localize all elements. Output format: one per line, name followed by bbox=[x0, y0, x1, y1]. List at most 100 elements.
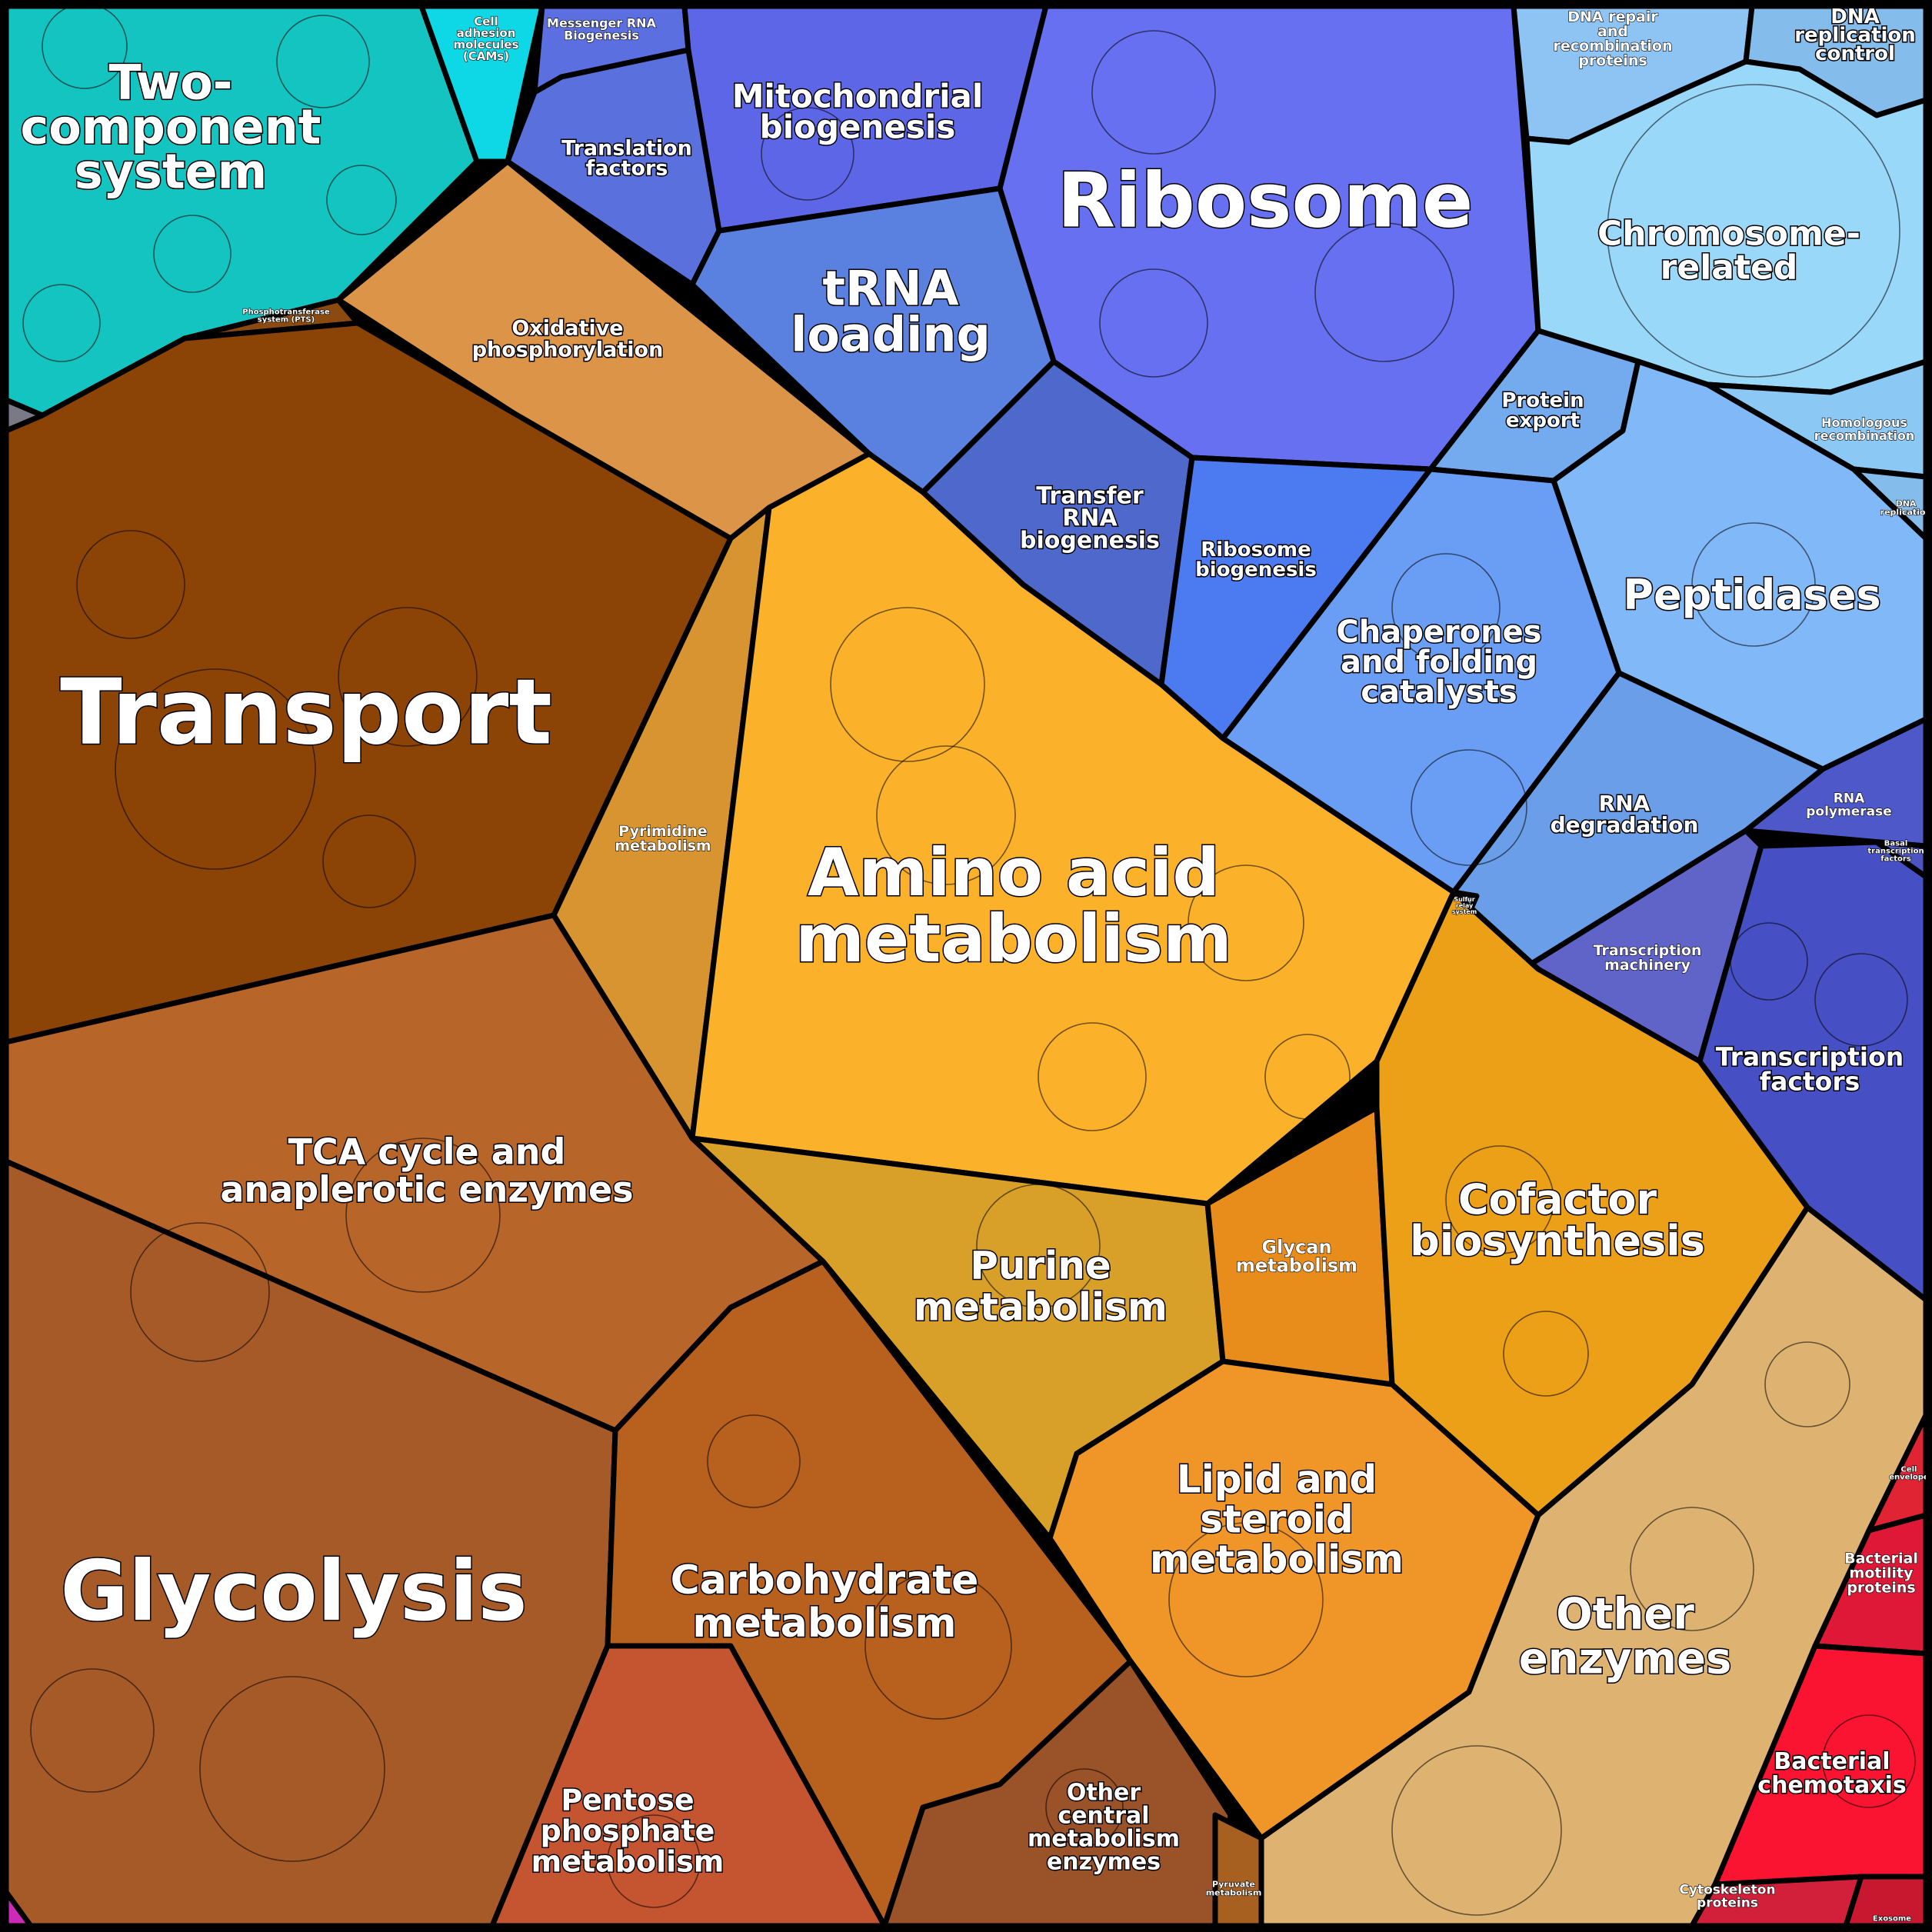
label-line: Pyrimidine bbox=[618, 823, 707, 840]
label-glycan-metabolism: Glycan metabolism bbox=[1236, 1236, 1357, 1276]
label-transfer-rna-biogenesis: Transfer RNA biogenesis bbox=[1020, 483, 1160, 555]
label-line: and bbox=[1597, 23, 1628, 40]
label-pyruvate-metabolism: Pyruvate metabolism bbox=[1206, 1879, 1262, 1897]
label-line: system (PTS) bbox=[258, 316, 315, 325]
label-line: Chaperones bbox=[1336, 615, 1541, 650]
label-tca-cycle: TCA cycle and anaplerotic enzymes bbox=[220, 1131, 633, 1211]
label-other-enzymes: Other enzymes bbox=[1519, 1590, 1732, 1684]
label-line: metabolism bbox=[692, 1601, 956, 1647]
label-line: Chromosome- bbox=[1597, 214, 1860, 253]
label-amino-acid-metabolism: Amino acid metabolism bbox=[795, 834, 1231, 978]
label-line: and folding bbox=[1341, 645, 1537, 680]
label-line: Exosome bbox=[1873, 1915, 1911, 1924]
label-phosphotransferase-system: Phosphotransferase system (PTS) bbox=[242, 308, 330, 325]
label-line: metabolism bbox=[1150, 1537, 1404, 1582]
label-line: Messenger RNA bbox=[547, 16, 657, 31]
label-chaperones: Chaperones and folding catalysts bbox=[1336, 615, 1541, 710]
label-line: recombination bbox=[1553, 38, 1672, 55]
label-line: metabolism bbox=[1028, 1826, 1180, 1853]
label-line: Ribosome bbox=[1201, 538, 1311, 561]
label-line: Sulfur bbox=[1454, 896, 1474, 903]
label-transcription-machinery: Transcription machinery bbox=[1594, 942, 1702, 974]
label-ribosome-biogenesis: Ribosome biogenesis bbox=[1195, 538, 1317, 581]
label-line: relay bbox=[1456, 902, 1474, 909]
label-line: central bbox=[1058, 1803, 1149, 1830]
label-line: Glycolysis bbox=[60, 1544, 527, 1640]
label-line: Transfer bbox=[1036, 483, 1144, 510]
label-line: Pyruvate bbox=[1212, 1879, 1255, 1889]
label-line: biosynthesis bbox=[1410, 1217, 1705, 1265]
label-line: Other bbox=[1067, 1780, 1141, 1807]
label-line: biogenesis bbox=[1020, 528, 1160, 555]
label-line: system bbox=[1452, 908, 1477, 915]
label-line: Ribosome bbox=[1058, 157, 1474, 245]
label-carbohydrate-metabolism: Carbohydrate metabolism bbox=[671, 1557, 979, 1647]
label-bacterial-motility-proteins: Bacterial motility proteins bbox=[1844, 1551, 1918, 1597]
label-line: system bbox=[75, 144, 268, 200]
label-line: adhesion bbox=[457, 26, 516, 40]
label-line: biogenesis bbox=[760, 108, 956, 146]
label-line: TCA cycle and bbox=[288, 1131, 566, 1173]
label-line: Other bbox=[1556, 1590, 1694, 1640]
label-other-central-metabolism: Other central metabolism enzymes bbox=[1028, 1780, 1180, 1876]
label-cofactor-biosynthesis: Cofactor biosynthesis bbox=[1410, 1175, 1705, 1265]
label-line: enzymes bbox=[1519, 1634, 1732, 1684]
label-line: chemotaxis bbox=[1757, 1772, 1906, 1799]
label-sulfur-relay-system: Sulfur relay system bbox=[1452, 896, 1477, 915]
label-two-component-system: Two-component system bbox=[21, 55, 321, 200]
label-line: factors bbox=[1880, 855, 1911, 864]
label-line: transcription bbox=[1867, 848, 1924, 856]
label-cell-envelope: Cell envelope bbox=[1889, 1466, 1929, 1482]
label-line: Cytoskeleton bbox=[1679, 1882, 1775, 1897]
label-oxidative-phosphorylation: Oxidative phosphorylation bbox=[472, 316, 664, 361]
label-line: anaplerotic enzymes bbox=[220, 1169, 633, 1211]
label-line: machinery bbox=[1604, 957, 1691, 974]
label-lipid-steroid-metabolism: Lipid and steroid metabolism bbox=[1150, 1457, 1404, 1582]
label-pyrimidine-metabolism: Pyrimidine metabolism bbox=[615, 823, 711, 854]
label-glycolysis: Glycolysis bbox=[60, 1544, 527, 1640]
label-line: Peptidases bbox=[1623, 571, 1880, 619]
label-line: Transport bbox=[60, 658, 552, 764]
label-homologous-recombination: Homologous recombination bbox=[1814, 415, 1915, 443]
label-line: control bbox=[1815, 42, 1895, 65]
label-chromosome-related: Chromosome-related bbox=[1597, 214, 1860, 287]
label-line: Cell bbox=[1901, 1466, 1917, 1474]
label-trna-loading: tRNA loading bbox=[791, 261, 991, 363]
label-line: Oxidative bbox=[511, 316, 623, 340]
label-line: proteins bbox=[1578, 52, 1647, 69]
label-line: Amino acid bbox=[808, 834, 1220, 911]
label-line: Protein bbox=[1501, 389, 1584, 412]
label-line: Basal bbox=[1884, 840, 1908, 848]
cell-texture bbox=[22, 3, 1916, 1916]
label-line: replication bbox=[1880, 507, 1932, 517]
label-line: replication bbox=[1794, 24, 1916, 47]
label-line: Homologous bbox=[1821, 415, 1907, 430]
label-purine-metabolism: Purine metabolism bbox=[914, 1244, 1168, 1330]
label-line: RNA bbox=[1062, 505, 1118, 532]
label-line: Glycan bbox=[1261, 1236, 1331, 1257]
label-line: metabolism bbox=[531, 1844, 724, 1878]
label-line: factors bbox=[586, 156, 668, 180]
label-line: Mitochondrial bbox=[732, 78, 984, 115]
label-line: RNA bbox=[1599, 791, 1651, 816]
label-line: envelope bbox=[1889, 1474, 1929, 1482]
label-line: related bbox=[1661, 248, 1798, 287]
label-line: molecules bbox=[453, 38, 518, 52]
label-dna-replication: DNA replication bbox=[1880, 498, 1932, 517]
label-line: Lipid and bbox=[1177, 1457, 1377, 1502]
label-line: tRNA bbox=[822, 261, 958, 317]
label-line: metabolism bbox=[795, 901, 1231, 978]
label-basal-transcription-factors: Basal transcription factors bbox=[1867, 840, 1924, 864]
label-line: DNA bbox=[1830, 5, 1879, 28]
label-line: RNA bbox=[1834, 791, 1865, 806]
label-line: loading bbox=[791, 307, 991, 363]
label-protein-export: Protein export bbox=[1501, 389, 1584, 432]
label-line: (CAMs) bbox=[463, 49, 509, 63]
label-line: DNA repair bbox=[1567, 8, 1658, 25]
label-line: Two- bbox=[108, 55, 232, 111]
label-line: degradation bbox=[1551, 812, 1699, 838]
label-line: polymerase bbox=[1806, 804, 1892, 819]
label-line: Cofactor bbox=[1458, 1175, 1657, 1224]
label-line: proteins bbox=[1697, 1895, 1758, 1910]
